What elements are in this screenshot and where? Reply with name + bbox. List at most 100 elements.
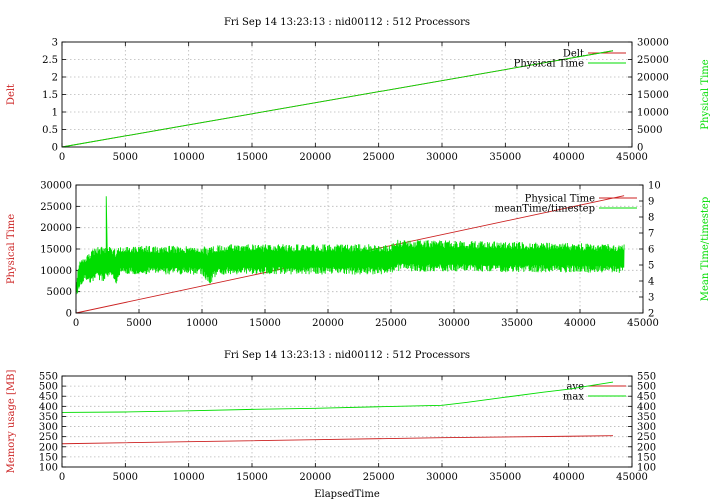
x-tick-label: 15000 [249, 318, 281, 329]
legend-label: max [563, 392, 584, 403]
legend-label: Delt [563, 49, 584, 60]
series-line-2 [61, 381, 614, 413]
y-tick-label: 0.5 [42, 125, 58, 136]
y2-tick-label: 8 [648, 213, 654, 224]
y-tick-label: 10000 [40, 266, 72, 277]
x-tick-label: 25000 [375, 318, 407, 329]
y2-tick-label: 5000 [637, 125, 662, 136]
y-tick-label: 15000 [40, 245, 72, 256]
x-tick-label: 30000 [426, 472, 458, 483]
x-tick-label: 40000 [553, 152, 585, 163]
y2-tick-label: 100 [637, 463, 656, 474]
x-tick-label: 40000 [553, 472, 585, 483]
x-tick-label: 15000 [236, 152, 268, 163]
chart-panel-1: Fri Sep 14 13:23:13 : nid00112 : 512 Pro… [6, 17, 711, 163]
x-tick-label: 35000 [501, 318, 533, 329]
y-tick-label: 1.5 [42, 90, 58, 101]
x-tick-label: 20000 [299, 472, 331, 483]
y2-tick-label: 10 [648, 181, 661, 192]
y2-tick-label: 5 [648, 261, 654, 272]
y-tick-label: 300 [39, 422, 58, 433]
x-tick-label: 0 [59, 472, 65, 483]
series-line-1 [61, 435, 614, 445]
y2-tick-label: 6 [648, 245, 654, 256]
x-tick-label: 0 [59, 152, 65, 163]
series-line-2 [75, 196, 625, 295]
x-tick-label: 15000 [236, 472, 268, 483]
chart-panel-3: Fri Sep 14 13:23:13 : nid00112 : 512 Pro… [6, 350, 656, 500]
y2-tick-label: 20000 [637, 73, 669, 84]
x-tick-label: 30000 [438, 318, 470, 329]
x-tick-label: 45000 [627, 318, 659, 329]
legend-label: ave [566, 382, 584, 393]
y2-tick-label: 500 [637, 382, 656, 393]
x-tick-label: 10000 [186, 318, 218, 329]
y2-tick-label: 30000 [637, 38, 669, 49]
y-tick-label: 0 [66, 309, 72, 320]
y2-tick-label: 4 [648, 277, 654, 288]
y-tick-label: 200 [39, 442, 58, 453]
y-tick-label: 2.5 [42, 55, 58, 66]
y2-tick-label: 3 [648, 293, 654, 304]
x-tick-label: 20000 [312, 318, 344, 329]
x-tick-label: 10000 [173, 472, 205, 483]
y-tick-label: 350 [39, 412, 58, 423]
y-tick-label: 1 [52, 108, 58, 119]
y-tick-label: 5000 [47, 287, 72, 298]
y2-tick-label: 10000 [637, 108, 669, 119]
y2-tick-label: 15000 [637, 90, 669, 101]
y-axis-label: Physical Time [6, 214, 17, 284]
y-tick-label: 150 [39, 452, 58, 463]
y2-tick-label: 350 [637, 412, 656, 423]
y-tick-label: 500 [39, 382, 58, 393]
y-tick-label: 550 [39, 372, 58, 383]
x-tick-label: 5000 [113, 152, 138, 163]
chart-title: Fri Sep 14 13:23:13 : nid00112 : 512 Pro… [224, 17, 470, 28]
y-tick-label: 450 [39, 392, 58, 403]
y-tick-label: 20000 [40, 223, 72, 234]
y2-tick-label: 250 [637, 432, 656, 443]
y-tick-label: 100 [39, 463, 58, 474]
y2-tick-label: 2 [648, 309, 654, 320]
x-tick-label: 20000 [299, 152, 331, 163]
y2-tick-label: 550 [637, 372, 656, 383]
x-tick-label: 25000 [363, 472, 395, 483]
y2-tick-label: 25000 [637, 55, 669, 66]
x-tick-label: 30000 [426, 152, 458, 163]
y2-axis-label: Physical Time [700, 59, 711, 129]
x-tick-label: 45000 [616, 472, 648, 483]
x-tick-label: 35000 [489, 152, 521, 163]
plot-frame [75, 184, 644, 314]
x-tick-label: 45000 [616, 152, 648, 163]
legend-label: meanTime/timestep [494, 204, 595, 215]
y2-axis-label: Mean Time/timestep [700, 197, 711, 301]
x-tick-label: 0 [73, 318, 79, 329]
legend-label: Physical Time [525, 194, 595, 205]
chart-panel-2: 0 5000 10000 15000 20000 25000 30000 35000 40000… [6, 181, 711, 330]
y-tick-label: 0 [52, 143, 58, 154]
y2-tick-label: 150 [637, 452, 656, 463]
x-tick-label: 35000 [489, 472, 521, 483]
y2-tick-label: 7 [648, 229, 654, 240]
series-line-2 [61, 50, 614, 148]
y2-tick-label: 450 [637, 392, 656, 403]
y2-tick-label: 200 [637, 442, 656, 453]
x-tick-label: 10000 [173, 152, 205, 163]
y-axis-label: Delt [6, 84, 17, 105]
chart-title: Fri Sep 14 13:23:13 : nid00112 : 512 Pro… [224, 350, 470, 361]
y2-tick-label: 400 [637, 402, 656, 413]
x-tick-label: 40000 [564, 318, 596, 329]
y-tick-label: 3 [52, 38, 58, 49]
plot-frame [61, 41, 633, 148]
legend-label: Physical Time [514, 59, 584, 70]
y2-tick-label: 9 [648, 197, 654, 208]
x-axis-label: ElapsedTime [314, 489, 380, 500]
plot-frame [61, 375, 633, 468]
x-tick-label: 25000 [363, 152, 395, 163]
y-tick-label: 30000 [40, 181, 72, 192]
y2-tick-label: 300 [637, 422, 656, 433]
y-tick-label: 25000 [40, 202, 72, 213]
y2-tick-label: 0 [637, 143, 643, 154]
y-tick-label: 250 [39, 432, 58, 443]
